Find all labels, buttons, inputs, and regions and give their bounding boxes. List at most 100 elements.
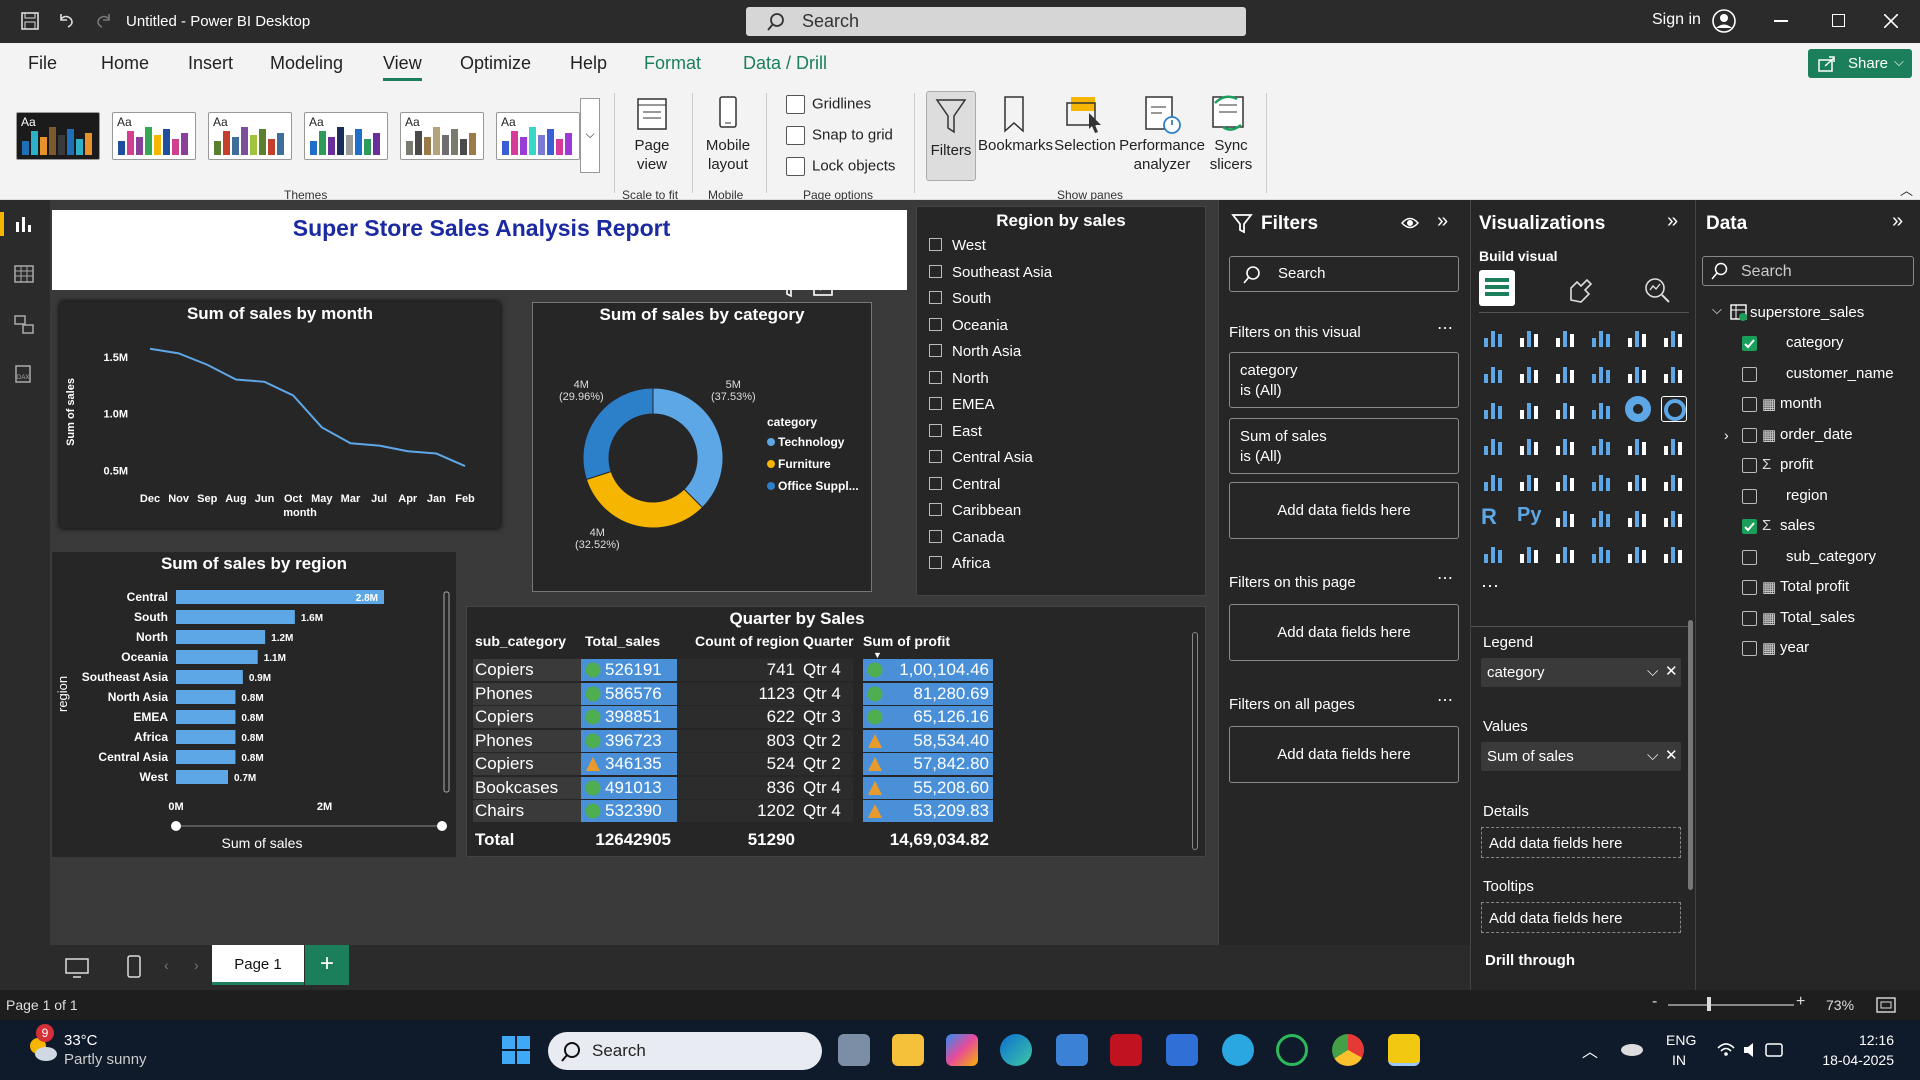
remove-field-icon[interactable]: ✕ bbox=[1665, 747, 1678, 764]
menu-help[interactable]: Help bbox=[570, 53, 608, 73]
donut-chart-visual[interactable]: Sum of sales by category category Techno… bbox=[532, 302, 872, 592]
menu-file[interactable]: File bbox=[28, 53, 58, 73]
card-visual-icon[interactable] bbox=[1481, 468, 1507, 494]
slicer-checkbox[interactable] bbox=[929, 370, 942, 384]
bar-scrollbar[interactable] bbox=[443, 591, 450, 793]
save-icon[interactable] bbox=[20, 11, 40, 31]
table-header-cell[interactable]: Quarter bbox=[803, 633, 854, 649]
field-name[interactable]: year bbox=[1780, 639, 1810, 656]
field-checkbox[interactable] bbox=[1742, 366, 1757, 382]
slicer-checkbox[interactable] bbox=[929, 556, 942, 569]
field-checkbox[interactable] bbox=[1742, 519, 1757, 534]
bar-2[interactable] bbox=[176, 630, 266, 644]
slicer-item[interactable]: Oceania bbox=[929, 317, 1008, 334]
mobile-layout-icon[interactable] bbox=[126, 955, 142, 979]
slicer-item[interactable]: Canada bbox=[929, 529, 1005, 546]
smart-narrative-visual-icon[interactable] bbox=[1661, 504, 1687, 530]
collapse-ribbon-icon[interactable]: ︿ bbox=[1900, 183, 1914, 198]
field-name[interactable]: sub_category bbox=[1786, 547, 1877, 565]
themes-expand-button[interactable]: ⌵ bbox=[580, 98, 600, 173]
field-name[interactable]: category bbox=[1786, 334, 1844, 351]
line-visual-icon[interactable] bbox=[1481, 360, 1507, 386]
slicer-checkbox[interactable] bbox=[929, 529, 942, 543]
lock-objects-checkbox[interactable]: Lock objects bbox=[786, 157, 895, 176]
key-influencers-visual-icon[interactable] bbox=[1553, 504, 1579, 530]
pie-visual-icon[interactable] bbox=[1625, 396, 1651, 422]
weather-icon[interactable]: 9 bbox=[26, 1024, 57, 1062]
slicer-item[interactable]: Southeast Asia bbox=[929, 264, 1052, 281]
metrics-visual-icon[interactable] bbox=[1625, 540, 1651, 566]
add-page-filter-well[interactable]: Add data fields here bbox=[1229, 604, 1459, 661]
field-name[interactable]: sales bbox=[1780, 517, 1816, 534]
field-name[interactable]: Total_sales bbox=[1780, 608, 1856, 626]
decomposition-tree-visual-icon[interactable] bbox=[1589, 504, 1615, 530]
cloud-icon[interactable] bbox=[1620, 1040, 1644, 1056]
shape-map-visual-icon[interactable] bbox=[1589, 432, 1615, 458]
maximize-button[interactable] bbox=[1832, 14, 1845, 27]
slicer-checkbox[interactable] bbox=[929, 397, 942, 410]
stacked-column-visual-icon[interactable] bbox=[1517, 324, 1543, 350]
page-view-button[interactable]: Page view bbox=[624, 95, 680, 174]
collapse-viz-icon[interactable]: » bbox=[1667, 210, 1679, 232]
slicer-checkbox[interactable] bbox=[929, 291, 942, 304]
chrome-browser-icon[interactable] bbox=[1332, 1034, 1364, 1066]
bookmarks-pane-button[interactable]: Bookmarks bbox=[978, 95, 1053, 155]
clustered-bar-visual-icon[interactable] bbox=[1553, 324, 1579, 350]
scatter-visual-icon[interactable] bbox=[1589, 396, 1615, 422]
table-header-cell[interactable]: Count of region bbox=[695, 633, 800, 649]
filled-map-visual-icon[interactable] bbox=[1553, 432, 1579, 458]
filters-search-box[interactable]: Search bbox=[1229, 256, 1459, 292]
mobile-layout-button[interactable]: Mobile layout bbox=[698, 95, 758, 174]
theme-thumbnail-2[interactable]: Aa bbox=[112, 112, 196, 160]
bar-5[interactable] bbox=[176, 690, 236, 704]
slicer-item[interactable]: North Asia bbox=[929, 343, 1021, 360]
donut-legend-item[interactable]: Technology bbox=[767, 435, 844, 449]
taskbar-search-box[interactable]: Search bbox=[548, 1032, 822, 1070]
fit-to-page-icon[interactable] bbox=[1876, 996, 1896, 1014]
multi-row-card-visual-icon[interactable] bbox=[1517, 468, 1543, 494]
waterfall-visual-icon[interactable] bbox=[1517, 396, 1543, 422]
filter-card-category[interactable]: category is (All) bbox=[1229, 352, 1459, 408]
funnel-visual-icon[interactable] bbox=[1553, 396, 1579, 422]
copilot-icon[interactable] bbox=[946, 1034, 978, 1066]
stacked-bar-visual-icon[interactable] bbox=[1481, 324, 1507, 350]
filters-pane-button[interactable]: Filters bbox=[926, 91, 976, 181]
mysql-workbench-icon[interactable] bbox=[1166, 1034, 1198, 1066]
more-options-icon[interactable]: ⋯ bbox=[846, 274, 866, 296]
microsoft-store-icon[interactable] bbox=[1056, 1034, 1088, 1066]
slicer-item[interactable]: West bbox=[929, 237, 986, 254]
field-name[interactable]: Total profit bbox=[1780, 578, 1850, 595]
focus-mode-icon[interactable] bbox=[812, 276, 834, 298]
show-hidden-icons[interactable]: ︿ bbox=[1582, 1044, 1599, 1061]
slicer-item[interactable]: East bbox=[929, 423, 982, 440]
visual-filter-icon[interactable] bbox=[778, 276, 800, 298]
language-region[interactable]: IN bbox=[1672, 1052, 1686, 1068]
field-checkbox[interactable] bbox=[1742, 397, 1757, 412]
close-button[interactable] bbox=[1884, 14, 1898, 28]
slicer-item[interactable]: Central bbox=[929, 476, 1000, 493]
add-all-pages-filter-well[interactable]: Add data fields here bbox=[1229, 726, 1459, 783]
slicer-checkbox[interactable] bbox=[929, 450, 942, 463]
line-column-visual-icon[interactable] bbox=[1625, 360, 1651, 386]
table-scrollbar[interactable] bbox=[1192, 632, 1198, 850]
theme-thumbnail-6[interactable]: Aa bbox=[496, 112, 580, 160]
filter-card-sum-of-sales[interactable]: Sum of sales is (All) bbox=[1229, 418, 1459, 474]
bar-7[interactable] bbox=[176, 730, 236, 744]
table-header-cell[interactable]: Sum of profit bbox=[863, 633, 951, 649]
donut-visual-icon[interactable] bbox=[1661, 396, 1687, 422]
field-checkbox[interactable] bbox=[1742, 427, 1757, 443]
matrix-visual-icon[interactable] bbox=[1661, 468, 1687, 494]
menu-home[interactable]: Home bbox=[101, 53, 150, 73]
user-avatar-icon[interactable] bbox=[1712, 9, 1736, 33]
clustered-column-visual-icon[interactable] bbox=[1589, 324, 1615, 350]
remove-field-icon[interactable]: ✕ bbox=[1665, 663, 1678, 680]
narrative-visual-icon[interactable] bbox=[1661, 540, 1687, 566]
minimize-button[interactable] bbox=[1774, 20, 1788, 22]
power-apps-visual-icon[interactable] bbox=[1553, 540, 1579, 566]
r-script-visual-icon[interactable]: R bbox=[1481, 504, 1497, 529]
field-name[interactable]: month bbox=[1780, 395, 1822, 412]
eye-icon[interactable] bbox=[1401, 216, 1419, 230]
map-visual-icon[interactable] bbox=[1517, 432, 1543, 458]
zoom-slider-thumb[interactable] bbox=[1707, 997, 1711, 1011]
field-checkbox[interactable] bbox=[1742, 488, 1757, 504]
